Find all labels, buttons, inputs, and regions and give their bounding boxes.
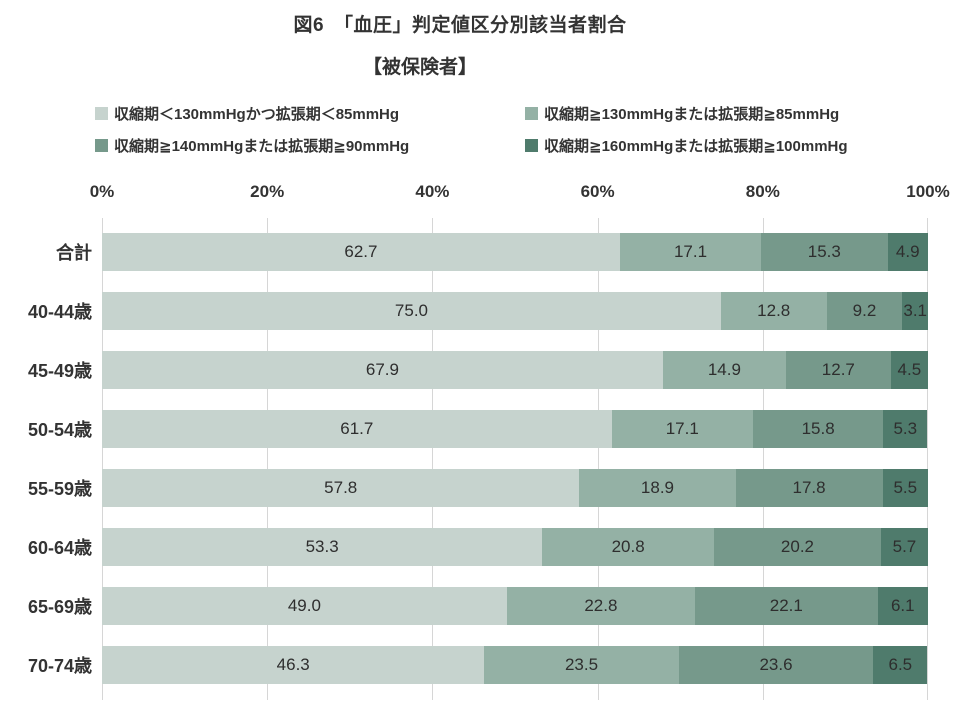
bar-segment: 53.3 xyxy=(102,528,543,566)
bar-row-合計: 62.7 17.1 15.3 4.9 xyxy=(102,233,928,271)
legend-swatch-icon xyxy=(525,107,538,120)
x-tick-label: 20% xyxy=(250,182,285,201)
legend-item-2: 収縮期≧140mmHgまたは拡張期≧90mmHg xyxy=(95,135,525,156)
chart-subtitle: 【被保険者】 xyxy=(362,57,477,78)
x-tick-label: 60% xyxy=(580,182,615,201)
bar-segment: 4.5 xyxy=(890,351,928,389)
bar-segment: 67.9 xyxy=(102,351,663,389)
x-tick-label: 80% xyxy=(745,182,780,201)
bar-segment: 12.8 xyxy=(720,292,827,330)
y-axis-labels: 合計 40-44歳 45-49歳 50-54歳 55-59歳 60-64歳 65-69歳 70… xyxy=(0,233,92,684)
x-tick-label: 0% xyxy=(89,182,115,201)
legend-label: 収縮期≧130mmHgまたは拡張期≧85mmHg xyxy=(544,106,840,123)
gridline xyxy=(432,218,434,700)
gridline xyxy=(927,218,928,700)
bar-segment: 20.8 xyxy=(542,528,715,566)
bar-segment: 9.2 xyxy=(826,292,903,330)
y-axis-label: 50-54歳 xyxy=(27,420,92,440)
plot-area: 62.7 17.1 15.3 4.9 75.0 12.8 9.2 3.1 67.9 14.9 12.… xyxy=(102,218,928,700)
bar-segment: 17.1 xyxy=(619,233,762,271)
bar-segment: 22.8 xyxy=(506,587,696,625)
legend-item-1: 収縮期≧130mmHgまたは拡張期≧85mmHg xyxy=(525,103,935,124)
legend-label: 収縮期＜130mmHgかつ拡張期＜85mmHg xyxy=(114,106,400,123)
bar-segment: 15.3 xyxy=(761,233,888,271)
legend: 収縮期＜130mmHgかつ拡張期＜85mmHg 収縮期≧130mmHgまたは拡張期… xyxy=(95,103,935,156)
bar-segment: 23.5 xyxy=(484,646,679,684)
legend-swatch-icon xyxy=(525,139,538,152)
legend-item-0: 収縮期＜130mmHgかつ拡張期＜85mmHg xyxy=(95,103,525,124)
gridline xyxy=(762,218,764,700)
x-tick-label: 40% xyxy=(415,182,450,201)
bar-segment: 20.2 xyxy=(714,528,881,566)
bar-segment: 17.8 xyxy=(735,469,883,507)
bar-segment: 5.5 xyxy=(882,469,928,507)
gridline xyxy=(102,218,103,700)
bar-segment: 49.0 xyxy=(102,587,507,625)
y-axis-label: 55-59歳 xyxy=(27,479,92,499)
bar-row-55-59歳: 57.8 18.9 17.8 5.5 xyxy=(102,469,928,507)
bar-segment: 46.3 xyxy=(102,646,485,684)
bar-row-45-49歳: 67.9 14.9 12.7 4.5 xyxy=(102,351,928,389)
bar-row-50-54歳: 61.7 17.1 15.8 5.3 xyxy=(102,410,928,448)
bar-segment: 61.7 xyxy=(102,410,612,448)
bar-segment: 18.9 xyxy=(579,469,736,507)
gridline xyxy=(597,218,599,700)
bar-segment: 6.5 xyxy=(873,646,928,684)
y-axis-label: 45-49歳 xyxy=(27,361,92,381)
bar-row-70-74歳: 46.3 23.5 23.6 6.5 xyxy=(102,646,928,684)
bar-segment: 57.8 xyxy=(102,469,580,507)
legend-swatch-icon xyxy=(95,107,108,120)
y-axis-label: 70-74歳 xyxy=(27,656,92,676)
bar-segment: 6.1 xyxy=(877,587,928,625)
bar-row-60-64歳: 53.3 20.8 20.2 5.7 xyxy=(102,528,928,566)
bar-segment: 5.7 xyxy=(880,528,928,566)
bar-segment: 22.1 xyxy=(695,587,878,625)
bar-segment: 75.0 xyxy=(102,292,721,330)
bar-segment: 62.7 xyxy=(102,233,620,271)
chart-title: 図6 「血圧」判定値区分別該当者割合 xyxy=(293,15,627,36)
bar-segment: 5.3 xyxy=(883,410,928,448)
legend-label: 収縮期≧140mmHgまたは拡張期≧90mmHg xyxy=(114,138,410,155)
legend-label: 収縮期≧160mmHgまたは拡張期≧100mmHg xyxy=(544,138,848,155)
gridline xyxy=(267,218,269,700)
bar-row-65-69歳: 49.0 22.8 22.1 6.1 xyxy=(102,587,928,625)
y-axis-label: 40-44歳 xyxy=(27,302,92,322)
bar-segment: 15.8 xyxy=(752,410,884,448)
legend-item-3: 収縮期≧160mmHgまたは拡張期≧100mmHg xyxy=(525,135,935,156)
bar-segment: 14.9 xyxy=(662,351,786,389)
x-axis-ticks: 0% 20% 40% 60% 80% 100% xyxy=(90,182,950,204)
bar-rows: 62.7 17.1 15.3 4.9 75.0 12.8 9.2 3.1 67.9 14.9 12.… xyxy=(102,233,928,684)
bar-segment: 3.1 xyxy=(902,292,928,330)
bar-segment: 17.1 xyxy=(611,410,753,448)
bar-segment: 12.7 xyxy=(785,351,891,389)
bar-segment: 23.6 xyxy=(678,646,874,684)
x-tick-label: 100% xyxy=(906,182,950,201)
y-axis-label: 60-64歳 xyxy=(27,538,92,558)
y-axis-label: 合計 xyxy=(56,243,92,263)
y-axis-label: 65-69歳 xyxy=(27,597,92,617)
bar-row-40-44歳: 75.0 12.8 9.2 3.1 xyxy=(102,292,928,330)
bar-segment: 4.9 xyxy=(887,233,928,271)
legend-swatch-icon xyxy=(95,139,108,152)
